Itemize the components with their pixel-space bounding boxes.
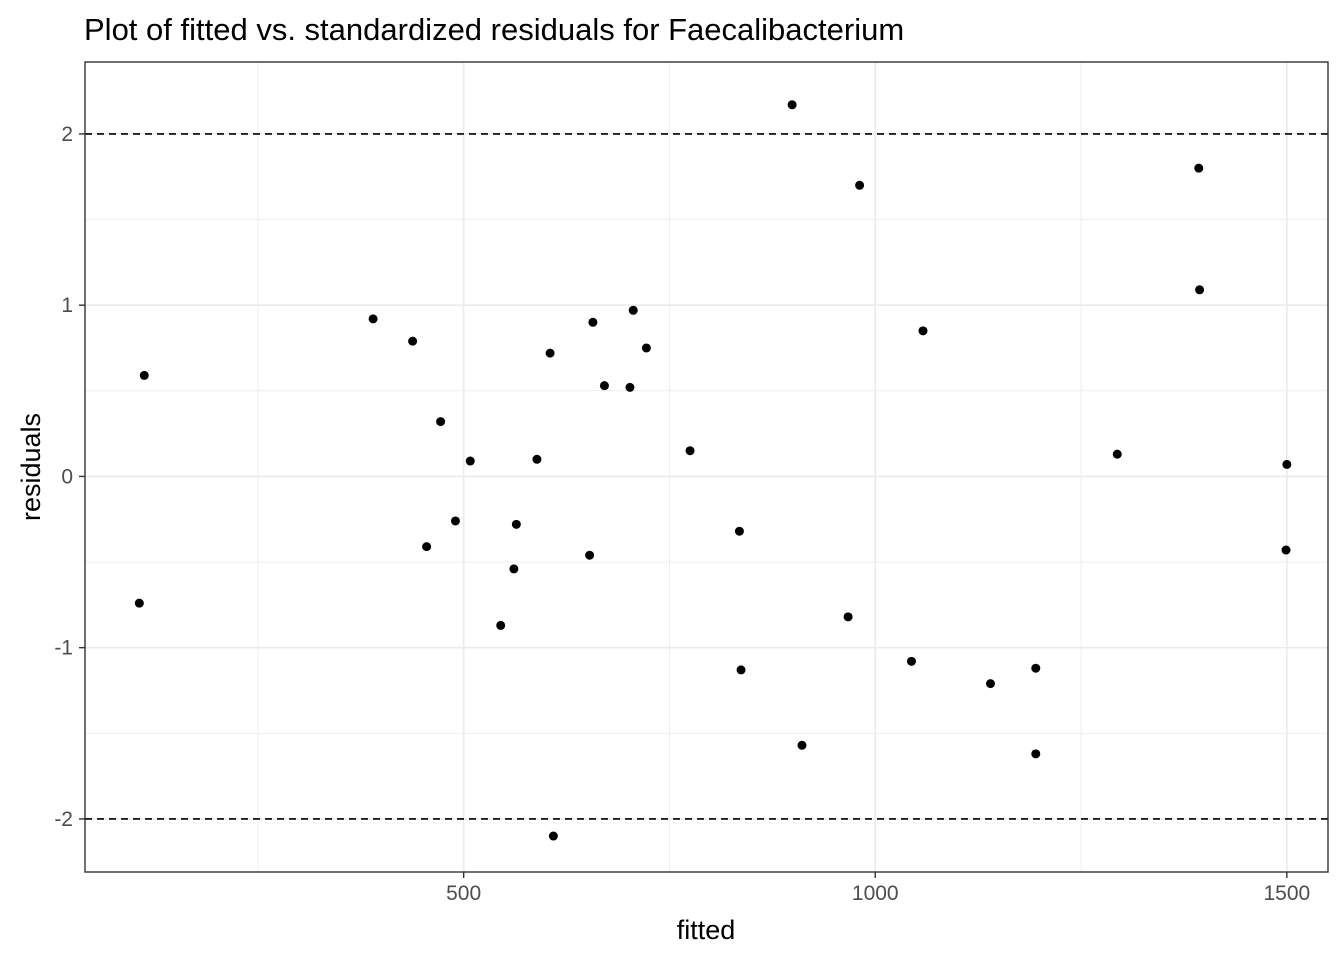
data-point xyxy=(843,612,853,622)
data-point xyxy=(906,656,916,666)
data-point xyxy=(1031,663,1041,673)
data-point xyxy=(685,446,695,456)
data-points xyxy=(134,100,1292,841)
y-tick-label: -2 xyxy=(54,808,73,831)
data-point xyxy=(368,314,378,324)
reference-lines xyxy=(85,133,1328,820)
y-axis-label: residuals xyxy=(16,413,46,521)
data-point xyxy=(548,831,558,841)
data-point xyxy=(628,305,638,315)
data-point xyxy=(585,550,595,560)
data-point xyxy=(408,336,418,346)
x-axis-ticks: 500 1000 1500 xyxy=(446,872,1310,905)
x-tick-label: 1000 xyxy=(852,882,899,905)
data-point xyxy=(545,348,555,358)
data-point xyxy=(736,665,746,675)
data-point xyxy=(134,598,144,608)
data-point xyxy=(1195,285,1205,295)
data-point xyxy=(787,100,797,110)
data-point xyxy=(1281,545,1291,555)
data-point xyxy=(985,679,995,689)
data-point xyxy=(436,417,446,427)
data-point xyxy=(641,343,651,353)
y-tick-label: 0 xyxy=(61,465,73,488)
y-tick-label: 1 xyxy=(61,294,73,317)
data-point xyxy=(1112,449,1122,459)
data-point xyxy=(855,180,865,190)
x-tick-label: 1500 xyxy=(1263,882,1310,905)
data-point xyxy=(465,456,475,466)
data-point xyxy=(422,542,432,552)
data-point xyxy=(496,620,506,630)
chart-title: Plot of fitted vs. standardized residual… xyxy=(84,12,904,47)
data-point xyxy=(532,454,542,464)
x-tick-label: 500 xyxy=(446,882,481,905)
data-point xyxy=(139,370,149,380)
data-point xyxy=(588,317,598,327)
plot-panel-border xyxy=(84,61,1329,873)
x-axis-label: fitted xyxy=(677,915,736,945)
data-point xyxy=(1031,749,1041,759)
data-point xyxy=(625,382,635,392)
data-point xyxy=(1282,459,1292,469)
data-point xyxy=(918,326,928,336)
data-point xyxy=(511,519,521,529)
data-point xyxy=(450,516,460,526)
y-tick-label: 2 xyxy=(61,123,73,146)
data-point xyxy=(797,740,807,750)
data-point xyxy=(1194,163,1204,173)
y-axis-ticks: -2 -1 0 1 2 xyxy=(54,123,85,831)
plot-panel-background xyxy=(85,62,1328,872)
minor-gridlines xyxy=(85,62,1328,872)
y-tick-label: -1 xyxy=(54,637,73,660)
data-point xyxy=(599,381,609,391)
data-point xyxy=(509,564,519,574)
data-point xyxy=(734,526,744,536)
